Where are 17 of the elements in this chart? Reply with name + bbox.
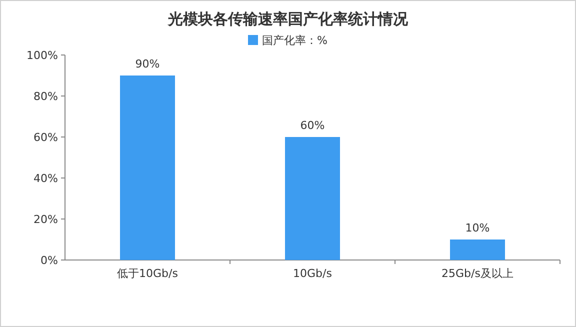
- x-tick-label: 25Gb/s及以上: [442, 267, 514, 280]
- x-tick-label: 低于10Gb/s: [117, 267, 178, 280]
- data-label: 90%: [135, 58, 160, 70]
- y-tick-label: 20%: [34, 213, 58, 226]
- bar: [450, 240, 505, 260]
- bar: [285, 137, 340, 260]
- data-label: 10%: [465, 222, 490, 234]
- bar: [120, 76, 175, 260]
- data-label: 60%: [300, 119, 325, 132]
- chart-title: 光模块各传输速率国产化率统计情况: [167, 10, 409, 28]
- y-tick-label: 40%: [34, 172, 58, 185]
- x-tick-label: 10Gb/s: [293, 267, 332, 280]
- y-tick-label: 0%: [40, 254, 58, 267]
- y-tick-label: 100%: [26, 49, 58, 62]
- y-tick-label: 80%: [34, 90, 58, 103]
- y-tick-label: 60%: [34, 131, 58, 144]
- legend-label: 国产化率：%: [262, 34, 328, 47]
